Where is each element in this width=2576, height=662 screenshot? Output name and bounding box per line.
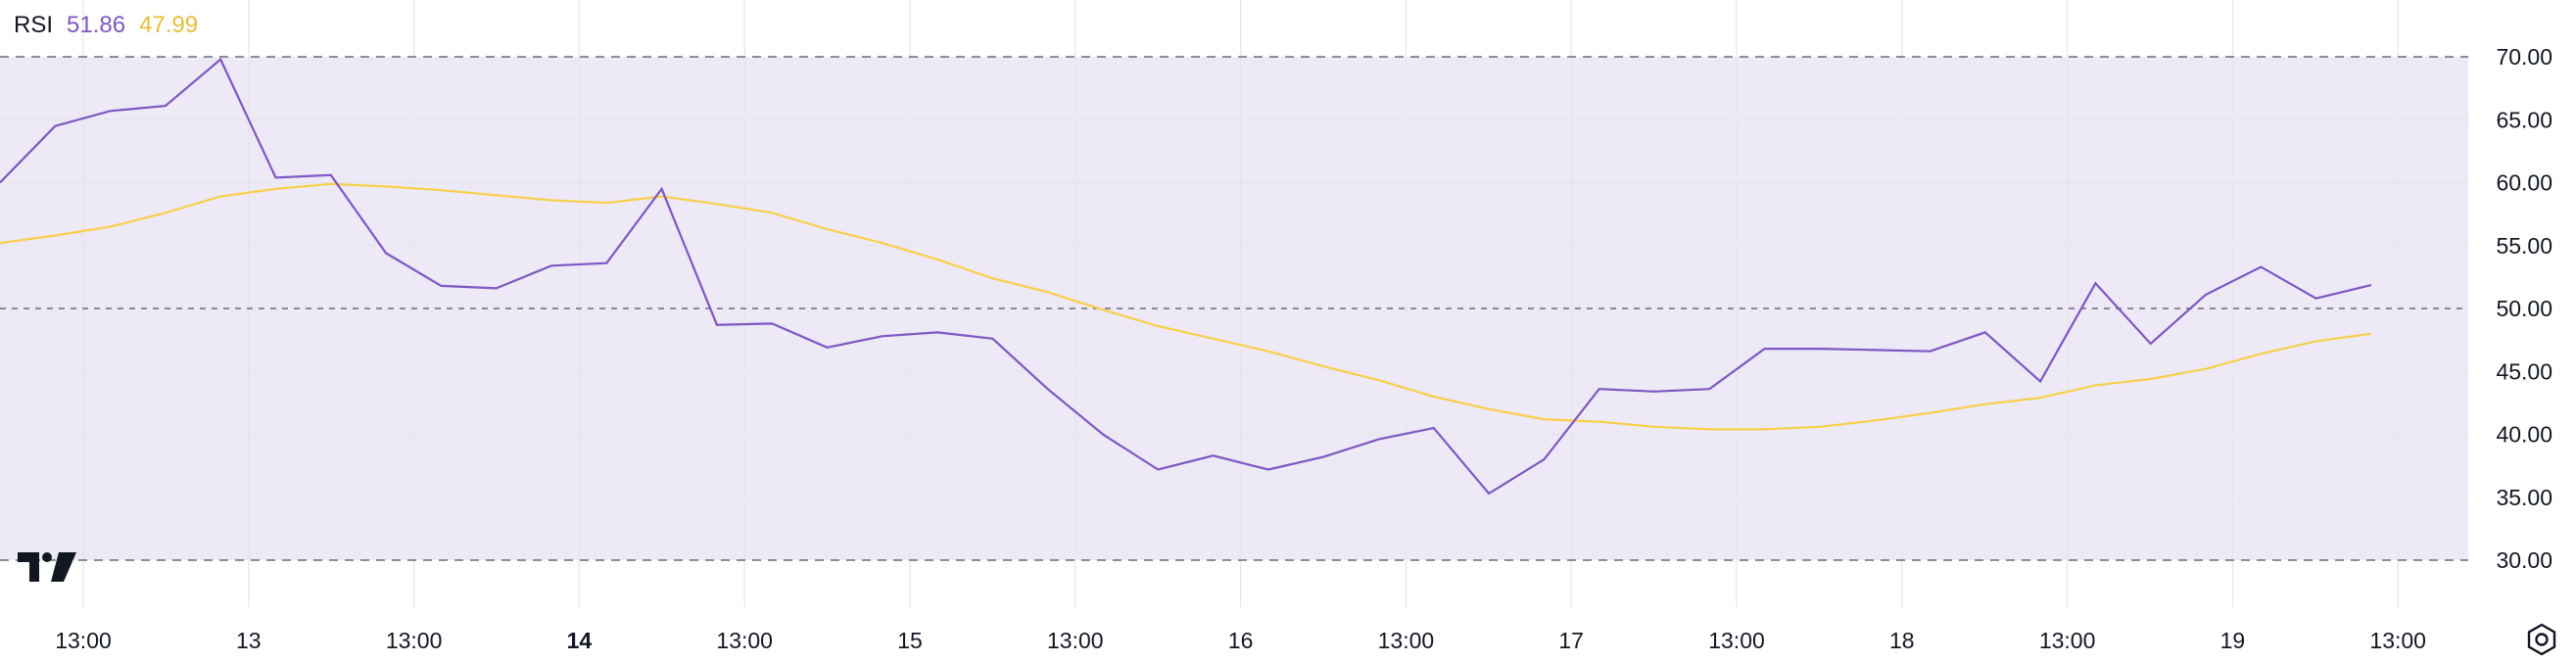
x-axis-labels: 13:00 13 13:00 14 13:00 15 13:00 16 13:00 17 13:00… — [55, 628, 2426, 653]
x-tick-label: 13:00 — [1378, 628, 1435, 653]
tradingview-logo-icon[interactable] — [18, 550, 78, 589]
x-tick-label: 13:00 — [2369, 628, 2426, 653]
x-tick-label: 17 — [1558, 628, 1584, 653]
x-tick-label: 13:00 — [1708, 628, 1765, 653]
rsi-line — [0, 57, 2372, 496]
x-tick-label: 13:00 — [1047, 628, 1104, 653]
x-tick-label: 14 — [567, 628, 593, 653]
y-tick-label: 70.00 — [2496, 44, 2552, 70]
vertical-gridlines — [82, 0, 2399, 607]
legend: RSI 51.86 47.99 — [14, 12, 198, 39]
y-tick-label: 55.00 — [2496, 233, 2552, 259]
x-tick-label: 18 — [1889, 628, 1915, 653]
x-tick-label: 13:00 — [716, 628, 773, 653]
x-tick-label: 13:00 — [386, 628, 443, 653]
y-tick-label: 60.00 — [2496, 170, 2552, 196]
settings-gear-icon[interactable] — [2525, 623, 2558, 661]
x-tick-label: 15 — [897, 628, 923, 653]
y-tick-label: 65.00 — [2496, 107, 2552, 132]
ma-line — [0, 182, 2372, 431]
y-tick-label: 45.00 — [2496, 358, 2552, 384]
ma-value: 47.99 — [139, 12, 199, 38]
rsi-value: 51.86 — [67, 12, 126, 38]
x-tick-label: 16 — [1228, 628, 1254, 653]
x-tick-label: 19 — [2220, 628, 2246, 653]
y-tick-label: 35.00 — [2496, 485, 2552, 510]
y-tick-label: 30.00 — [2496, 547, 2552, 573]
y-tick-label: 40.00 — [2496, 422, 2552, 448]
x-tick-label: 13:00 — [55, 628, 112, 653]
horizontal-gridlines — [0, 118, 2468, 498]
indicator-name: RSI — [14, 12, 54, 38]
y-axis-labels: 70.00 65.00 60.00 55.00 50.00 45.00 40.00 35.00… — [2496, 44, 2552, 573]
x-tick-label: 13 — [236, 628, 262, 653]
band-lines — [0, 56, 2468, 561]
x-tick-label: 13:00 — [2039, 628, 2096, 653]
y-tick-label: 50.00 — [2496, 296, 2552, 321]
